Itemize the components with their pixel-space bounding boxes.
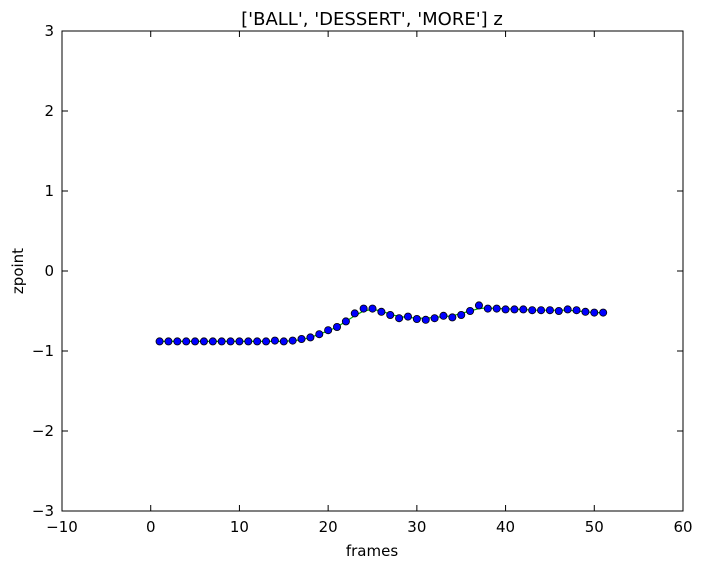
data-point [359,304,368,313]
data-point [279,337,288,346]
data-point [492,304,501,313]
data-point [403,312,412,321]
data-point [155,337,164,346]
y-tick-label: 0 [44,262,54,280]
data-point [466,306,475,315]
y-axis-label: zpoint [9,248,27,294]
data-point [191,337,200,346]
data-point [208,337,217,346]
data-point [528,306,537,315]
chart-title: ['BALL', 'DESSERT', 'MORE'] z [241,9,503,30]
data-point [501,305,510,314]
y-tick-label: 1 [44,182,54,200]
x-tick-label: 10 [230,518,249,536]
y-tick-label: 3 [44,22,54,40]
data-point [164,337,173,346]
data-point [315,330,324,339]
data-point [439,311,448,320]
data-point [262,337,271,346]
data-point [333,322,342,331]
data-point [217,337,226,346]
data-point [377,307,386,316]
x-axis-label: frames [346,542,398,560]
data-point [590,308,599,317]
plot-area [155,301,608,346]
data-point [563,305,572,314]
data-point [324,326,333,335]
y-tick-label: −3 [32,502,54,520]
data-point [199,337,208,346]
y-tick-label: −2 [32,422,54,440]
data-point [581,307,590,316]
data-point [288,336,297,345]
data-point [448,313,457,322]
plot-frame [61,30,684,512]
data-point [421,315,430,324]
x-tick-label: 20 [319,518,338,536]
x-tick-label: 60 [673,518,692,536]
data-point [510,305,519,314]
x-tick-label: 50 [585,518,604,536]
x-tick-label: −10 [46,518,78,536]
data-point [599,308,608,317]
data-point [386,310,395,319]
data-point [537,306,546,315]
data-point [457,310,466,319]
data-point [235,337,244,346]
data-point [519,305,528,314]
data-point [368,304,377,313]
data-point [341,317,350,326]
y-tick-label: −1 [32,342,54,360]
data-point [253,337,262,346]
data-point [226,337,235,346]
x-tick-label: 30 [407,518,426,536]
data-point [244,337,253,346]
data-point [182,337,191,346]
data-point [412,314,421,323]
data-point [474,301,483,310]
data-point [270,336,279,345]
data-point [297,334,306,343]
data-point [545,306,554,315]
data-point [430,314,439,323]
x-tick-label: 40 [496,518,515,536]
data-point [395,314,404,323]
x-tick-label: 0 [146,518,156,536]
data-point [572,306,581,315]
data-point [306,333,315,342]
data-point [554,306,563,315]
data-point [173,337,182,346]
data-point [483,304,492,313]
data-point [350,309,359,318]
y-tick-label: 2 [44,102,54,120]
